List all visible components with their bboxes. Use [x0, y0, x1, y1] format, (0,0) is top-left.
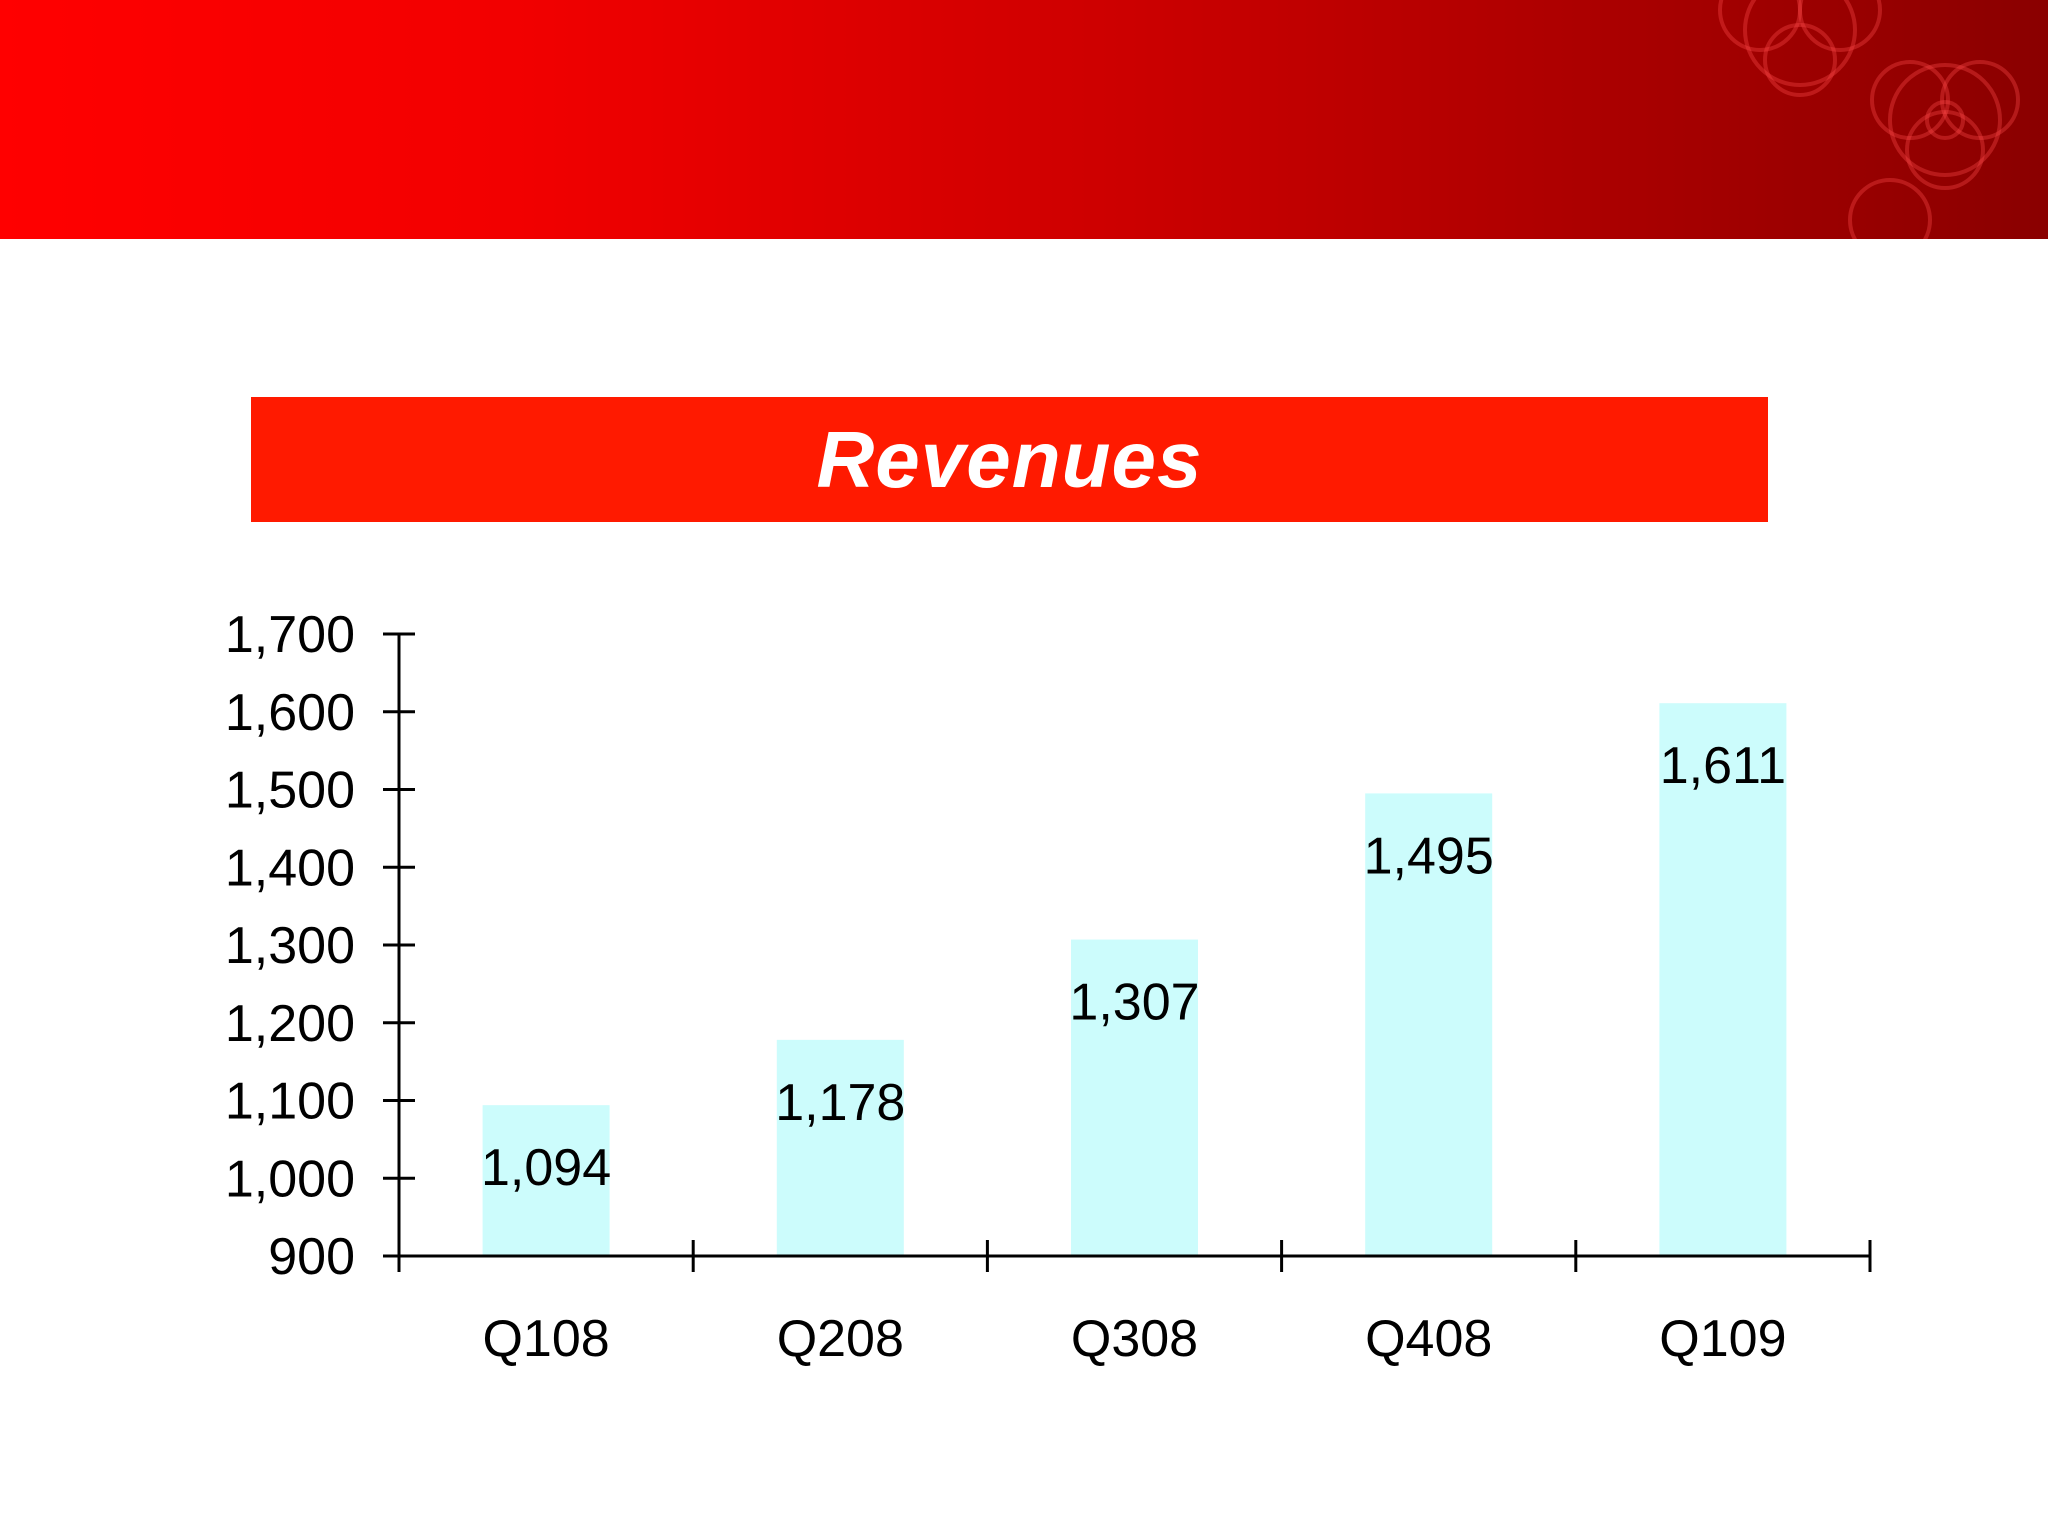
- data-label-q408: 1,495: [1364, 827, 1494, 885]
- data-label-q108: 1,094: [481, 1139, 611, 1197]
- bar-q408: [1365, 793, 1493, 1256]
- y-tick-label: 1,500: [225, 762, 355, 820]
- x-tick-label: Q109: [1659, 1310, 1786, 1368]
- decorative-ornament-icon: [1718, 0, 2020, 239]
- data-label-q308: 1,307: [1069, 974, 1199, 1032]
- bars-layer: [482, 703, 1787, 1256]
- chart-title: Revenues: [816, 414, 1203, 504]
- data-label-q208: 1,178: [775, 1074, 905, 1132]
- y-tick-label: 900: [268, 1228, 355, 1286]
- y-tick-label: 1,000: [225, 1150, 355, 1208]
- data-label-q109: 1,611: [1660, 737, 1786, 795]
- x-tick-label: Q108: [482, 1310, 609, 1368]
- x-tick-label: Q208: [777, 1310, 904, 1368]
- y-tick-label: 1,700: [225, 606, 355, 664]
- y-tick-label: 1,600: [225, 684, 355, 742]
- axis-layer: [397, 634, 1870, 1272]
- y-tick-label: 1,400: [225, 839, 355, 897]
- x-tick-label: Q308: [1071, 1310, 1198, 1368]
- y-tick-label: 1,200: [225, 995, 355, 1053]
- x-tick-label: Q408: [1365, 1310, 1492, 1368]
- title-banner: Revenues: [251, 397, 1768, 522]
- x-ticks: Q108 Q208 Q308 Q408 Q109: [482, 1240, 1872, 1368]
- data-labels: 1,094 1,178 1,307 1,495 1,611: [481, 737, 1786, 1197]
- bar-q208: [776, 1039, 904, 1256]
- bar-q108: [482, 1105, 610, 1256]
- y-tick-label: 1,300: [225, 917, 355, 975]
- y-tick-label: 1,100: [225, 1073, 355, 1131]
- bar-q308: [1071, 939, 1198, 1256]
- header-band: [0, 0, 2048, 239]
- y-ticks: 900 1,000 1,100 1,200 1,300 1,400 1,500 1,600 1,…: [225, 606, 415, 1286]
- bar-q109: [1659, 703, 1787, 1256]
